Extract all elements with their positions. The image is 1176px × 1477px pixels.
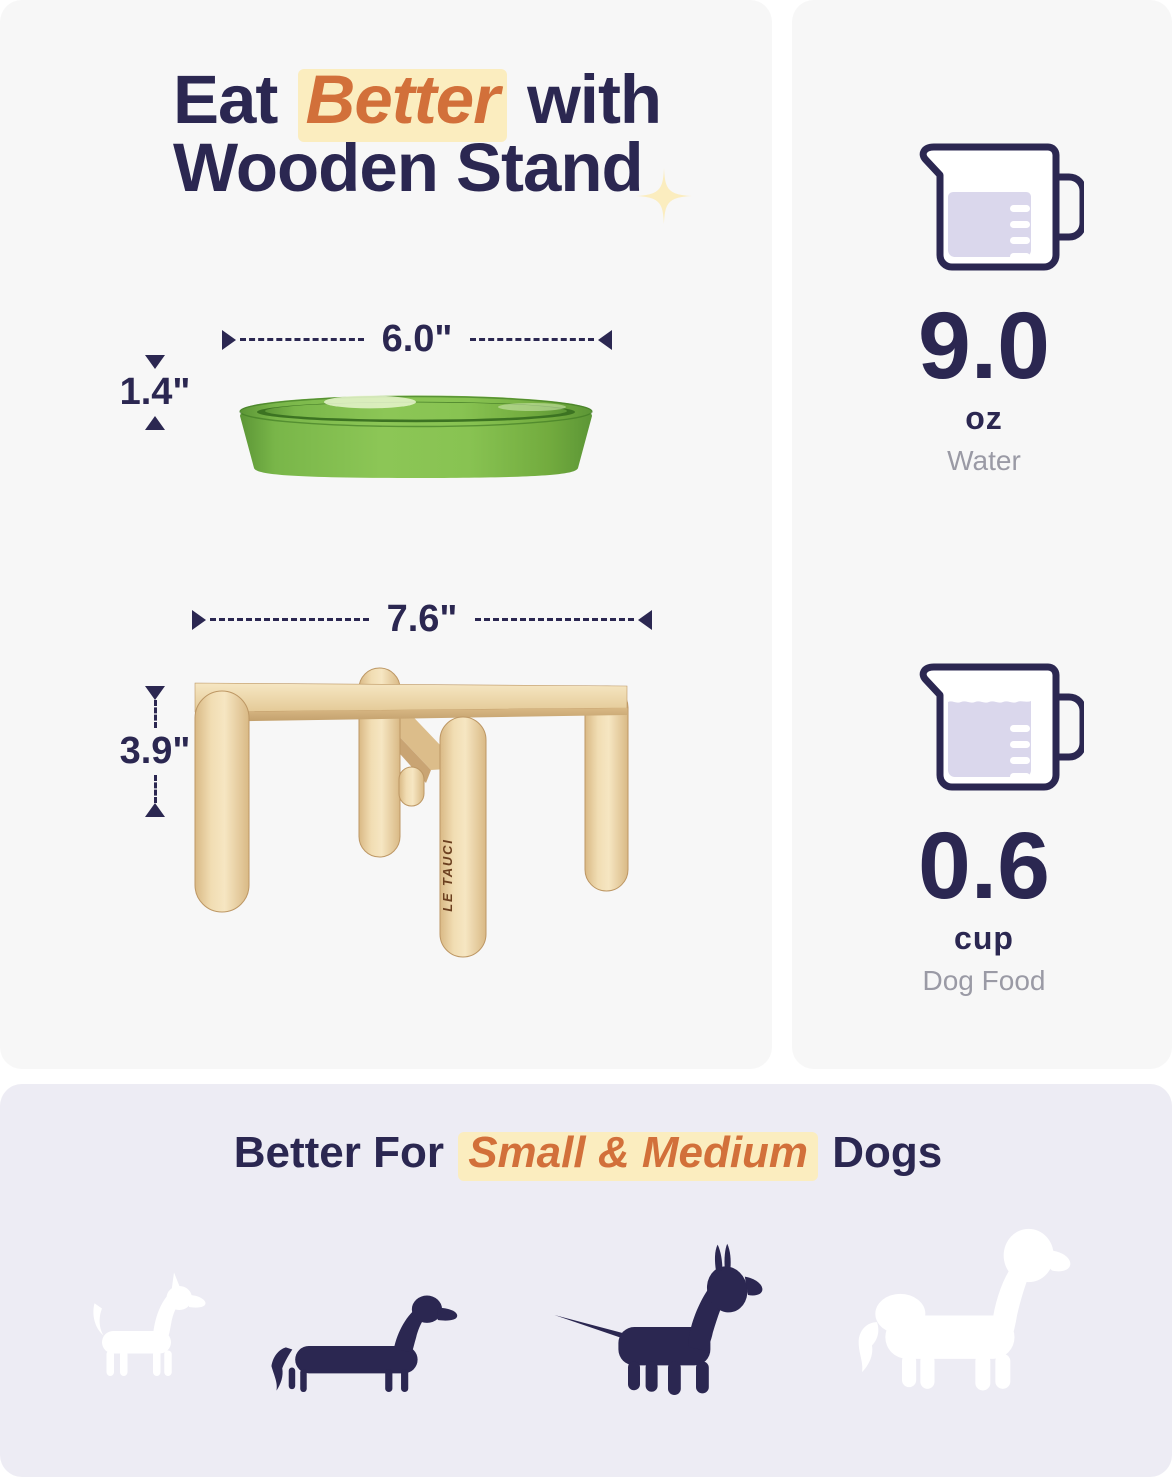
- svg-text:LE TAUCI: LE TAUCI: [440, 838, 455, 911]
